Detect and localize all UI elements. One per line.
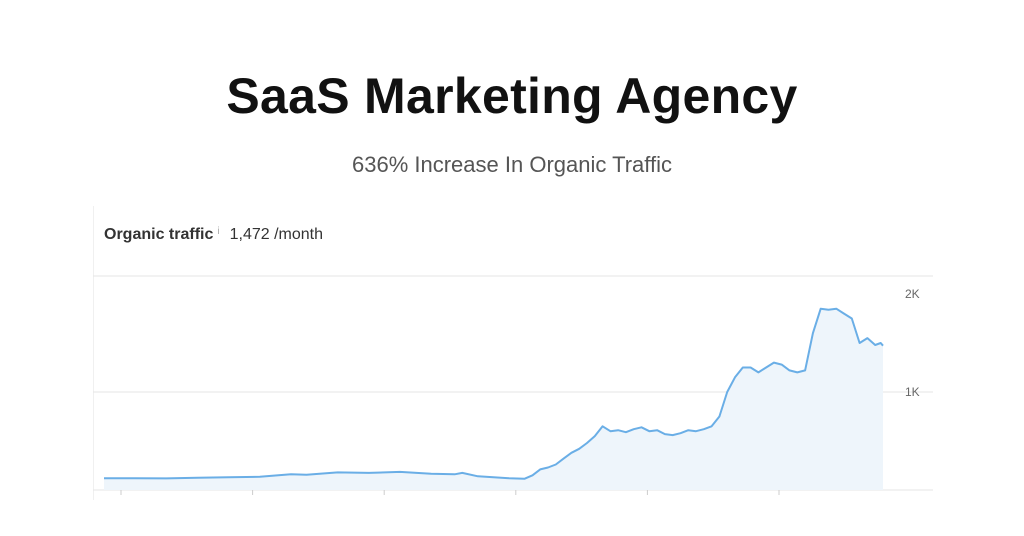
info-icon[interactable]: i xyxy=(217,226,220,237)
metric-value: 1,472 /month xyxy=(229,226,323,243)
chart-card-edge xyxy=(93,206,94,500)
page-subtitle: 636% Increase In Organic Traffic xyxy=(352,152,672,177)
y-tick-label: 1K xyxy=(905,385,920,399)
metric-row: Organic traffic i 1,472 /month xyxy=(104,226,323,250)
metric-label: Organic traffic xyxy=(104,226,214,243)
traffic-chart: 2K 1K xyxy=(93,275,933,495)
series-area xyxy=(104,308,883,490)
page-title: SaaS Marketing Agency xyxy=(226,68,798,124)
y-tick-label: 2K xyxy=(905,287,920,301)
chart-card: Organic traffic i 1,472 /month 2K 1K xyxy=(93,206,933,500)
series-line xyxy=(104,307,884,480)
